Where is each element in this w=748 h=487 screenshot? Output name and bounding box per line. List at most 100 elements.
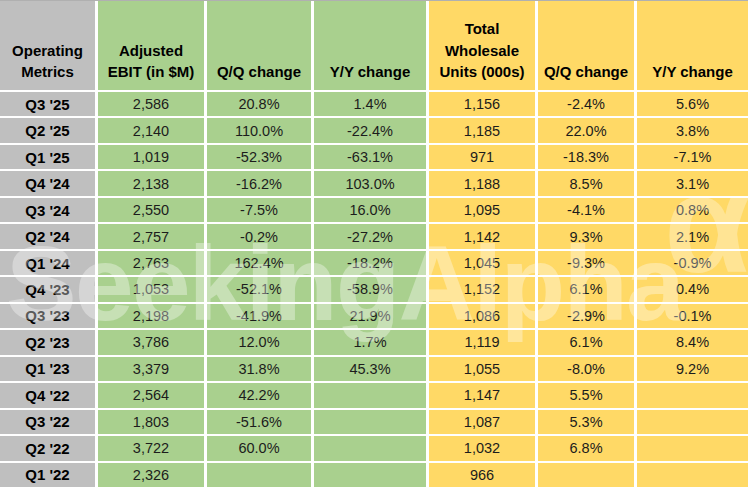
row-label: Q3 '23 (0, 304, 95, 328)
row-label: Q3 '22 (0, 410, 95, 434)
data-cell: -27.2% (314, 224, 426, 248)
data-cell: 31.8% (207, 357, 311, 381)
column-header-ebit-qq-change: Q/Q change (207, 1, 311, 90)
data-cell: 16.0% (314, 198, 426, 222)
data-cell: -2.4% (538, 92, 634, 116)
row-label: Q3 '25 (0, 92, 95, 116)
data-cell: -7.1% (637, 145, 748, 169)
data-cell (637, 410, 748, 434)
data-cell: 8.4% (637, 330, 748, 354)
data-cell: -18.3% (538, 145, 634, 169)
row-label: Q1 '24 (0, 251, 95, 275)
row-label: Q4 '24 (0, 171, 95, 195)
data-cell: 2,326 (98, 463, 204, 487)
data-cell: -0.2% (207, 224, 311, 248)
data-cell (637, 383, 748, 407)
data-cell: 1,803 (98, 410, 204, 434)
data-cell: 3.1% (637, 171, 748, 195)
data-cell: 2,586 (98, 92, 204, 116)
data-cell (637, 436, 748, 460)
row-label: Q1 '22 (0, 463, 95, 487)
data-cell: 162.4% (207, 251, 311, 275)
data-cell: 3,722 (98, 436, 204, 460)
data-cell: 1,019 (98, 145, 204, 169)
metrics-table: SeekingAlpha α Operating MetricsAdjusted… (0, 0, 748, 487)
data-cell: 1,188 (429, 171, 535, 195)
column-header-total-wholesale-units: Total Wholesale Units (000s) (429, 1, 535, 90)
data-cell (538, 463, 634, 487)
data-cell: 2,550 (98, 198, 204, 222)
data-cell (207, 463, 311, 487)
data-cell: -8.0% (538, 357, 634, 381)
data-cell: 2,564 (98, 383, 204, 407)
data-cell: -2.9% (538, 304, 634, 328)
data-cell: 1,156 (429, 92, 535, 116)
data-cell (314, 436, 426, 460)
data-cell: 1,086 (429, 304, 535, 328)
column-header-ebit-yy-change: Y/Y change (314, 1, 426, 90)
row-label: Q4 '22 (0, 383, 95, 407)
data-cell: 1.4% (314, 92, 426, 116)
data-cell: -58.9% (314, 277, 426, 301)
data-cell: 1.7% (314, 330, 426, 354)
data-cell: 1,055 (429, 357, 535, 381)
row-label: Q4 '23 (0, 277, 95, 301)
data-cell: 9.2% (637, 357, 748, 381)
data-cell: 6.8% (538, 436, 634, 460)
data-cell: 1,045 (429, 251, 535, 275)
data-cell: 5.5% (538, 383, 634, 407)
data-cell: 45.3% (314, 357, 426, 381)
data-cell: -0.1% (637, 304, 748, 328)
column-header-adjusted-ebit: Adjusted EBIT (in $M) (98, 1, 204, 90)
data-cell: 2,757 (98, 224, 204, 248)
data-cell: 1,095 (429, 198, 535, 222)
data-cell: -18.2% (314, 251, 426, 275)
data-cell: 21.9% (314, 304, 426, 328)
data-cell: 3.8% (637, 118, 748, 142)
data-cell: 2,763 (98, 251, 204, 275)
row-label: Q2 '25 (0, 118, 95, 142)
data-cell: 1,032 (429, 436, 535, 460)
data-cell: 1,185 (429, 118, 535, 142)
data-cell: -22.4% (314, 118, 426, 142)
data-cell: 0.8% (637, 198, 748, 222)
data-cell: 5.6% (637, 92, 748, 116)
data-cell: 966 (429, 463, 535, 487)
data-cell: 6.1% (538, 330, 634, 354)
data-cell: 2.1% (637, 224, 748, 248)
column-header-units-qq-change: Q/Q change (538, 1, 634, 90)
data-cell: 1,119 (429, 330, 535, 354)
column-header-units-yy-change: Y/Y change (637, 1, 748, 90)
row-label: Q1 '23 (0, 357, 95, 381)
data-cell: 60.0% (207, 436, 311, 460)
data-cell: 1,147 (429, 383, 535, 407)
data-cell (314, 410, 426, 434)
data-cell: 1,152 (429, 277, 535, 301)
data-cell: 8.5% (538, 171, 634, 195)
data-cell: -41.9% (207, 304, 311, 328)
data-cell: -4.1% (538, 198, 634, 222)
data-cell: 20.8% (207, 92, 311, 116)
row-label: Q2 '24 (0, 224, 95, 248)
data-cell: -0.9% (637, 251, 748, 275)
data-cell: 9.3% (538, 224, 634, 248)
data-cell: -52.3% (207, 145, 311, 169)
data-cell: 1,087 (429, 410, 535, 434)
data-cell (314, 463, 426, 487)
row-label: Q2 '22 (0, 436, 95, 460)
row-label: Q3 '24 (0, 198, 95, 222)
data-cell: 0.4% (637, 277, 748, 301)
data-cell: -52.1% (207, 277, 311, 301)
data-cell: -9.3% (538, 251, 634, 275)
data-cell: 12.0% (207, 330, 311, 354)
data-cell: 2,198 (98, 304, 204, 328)
data-cell: 1,053 (98, 277, 204, 301)
data-cell: 5.3% (538, 410, 634, 434)
data-cell: -63.1% (314, 145, 426, 169)
data-cell (314, 383, 426, 407)
data-cell: 1,142 (429, 224, 535, 248)
data-cell: 6.1% (538, 277, 634, 301)
data-cell (637, 463, 748, 487)
data-cell: 2,140 (98, 118, 204, 142)
data-cell: -51.6% (207, 410, 311, 434)
